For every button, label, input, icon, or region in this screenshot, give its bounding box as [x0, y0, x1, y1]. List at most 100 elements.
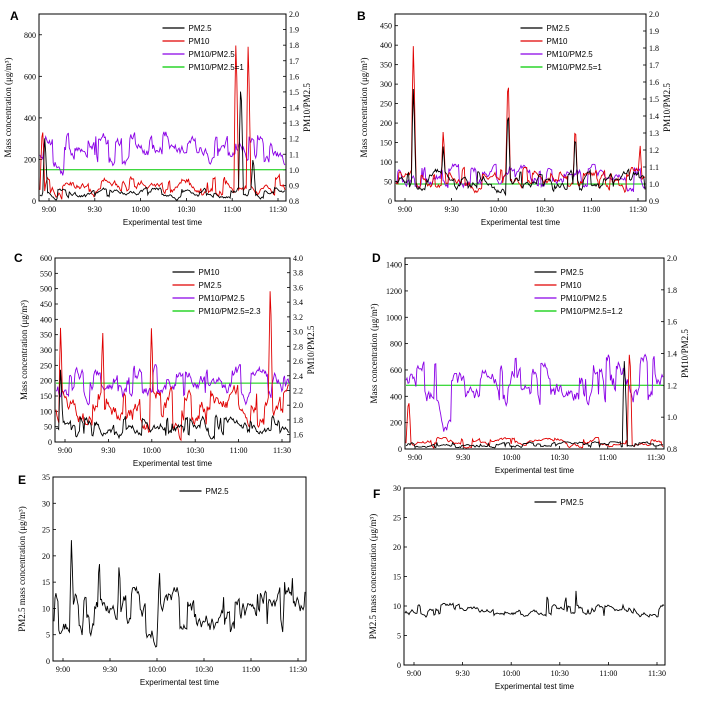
- y-tick-label: 15: [42, 578, 50, 587]
- y-tick-label: 200: [40, 377, 52, 386]
- y2-tick-label: 1.9: [289, 26, 299, 35]
- chart-panel-a: A 0 200 400 600 800 0.8 0.9 1.0 1.1 1.2 1.3 1.4 1.5 1.…: [3, 9, 312, 227]
- y-tick-label: 600: [40, 254, 52, 263]
- legend-label: PM10/PM2.5=1: [189, 63, 245, 72]
- y-tick-label: 0: [398, 445, 402, 454]
- legend-label: PM10: [561, 281, 582, 290]
- plot-frame: [404, 257, 665, 450]
- x-tick-label: 11:30: [629, 205, 647, 214]
- chart-panel-d: D 0 200 400 600 800 1000 1200 1400 0.8 1.0 1.2 1.4 1.…: [369, 251, 690, 475]
- x-tick-label: 9:30: [444, 205, 458, 214]
- y2-tick-label: 1.0: [649, 180, 659, 189]
- y2-axis-label: PM10/PM2.5: [680, 329, 690, 378]
- y-tick-label: 5: [46, 631, 50, 640]
- y-axis-label: Mass concentration (μg/m³): [19, 300, 29, 400]
- plot-frame: [403, 487, 666, 666]
- y-tick-label: 450: [380, 22, 392, 31]
- y2-tick-label: 1.4: [667, 350, 677, 359]
- y2-axis-label: PM10/PM2.5: [306, 325, 316, 374]
- x-tick-label: 9:30: [88, 205, 102, 214]
- x-tick-label: 10:30: [536, 205, 554, 214]
- y2-tick-label: 1.0: [289, 166, 299, 175]
- y2-tick-label: 1.9: [649, 27, 659, 36]
- y-tick-label: 0: [32, 197, 36, 206]
- y2-tick-label: 2.2: [293, 386, 303, 395]
- x-tick-label: 11:30: [648, 669, 666, 678]
- x-tick-label: 10:30: [177, 205, 195, 214]
- chart-panel-b: B 0 50 100 150 200 250 300 350 400 450 0.9 1.0 1.1 1.2…: [357, 9, 672, 227]
- x-tick-label: 11:00: [223, 205, 241, 214]
- legend-label: PM2.5: [547, 24, 571, 33]
- y2-tick-label: 2.0: [293, 401, 303, 410]
- panel-label: E: [18, 473, 26, 487]
- x-axis-label: Experimental test time: [495, 466, 575, 475]
- y-tick-label: 1000: [386, 313, 402, 322]
- y2-tick-label: 3.4: [293, 298, 303, 307]
- y2-tick-label: 1.6: [667, 318, 677, 327]
- y-tick-label: 350: [380, 61, 392, 70]
- series-line-pm10: [55, 369, 290, 441]
- legend-label: PM10: [189, 37, 210, 46]
- series-line-pm10-pm2-5: [55, 364, 290, 406]
- plot-frame: [38, 13, 287, 202]
- y-tick-label: 600: [390, 366, 402, 375]
- legend-label: PM2.5: [189, 24, 213, 33]
- x-tick-label: 9:30: [103, 665, 117, 674]
- y-tick-label: 100: [40, 407, 52, 416]
- x-tick-label: 9:00: [58, 446, 72, 455]
- chart-panel-e: E 0 5 10 15 20 25 30 35 9:00 9:30 10:00 10:30 11:00 11…: [17, 473, 307, 687]
- y2-tick-label: 1.8: [289, 41, 299, 50]
- y-axis-label: Mass concentration (μg/m³): [3, 57, 13, 157]
- y-tick-label: 300: [40, 346, 52, 355]
- x-tick-label: 9:00: [56, 665, 70, 674]
- y2-tick-label: 3.8: [293, 269, 303, 278]
- series-line-pm10: [39, 45, 286, 200]
- y2-tick-label: 0.8: [289, 197, 299, 206]
- y-tick-label: 400: [24, 114, 36, 123]
- chart-panel-f: F 0 5 10 15 20 25 30 9:00 9:30 10:00 10:30 11:00 11:3…: [368, 484, 666, 691]
- y-tick-label: 100: [380, 158, 392, 167]
- y-axis-label: PM2.5 mass concentration (μg/m³): [17, 506, 27, 632]
- y-tick-label: 200: [380, 119, 392, 128]
- x-tick-label: 11:30: [269, 205, 287, 214]
- series-line-pm10: [405, 354, 664, 449]
- x-tick-label: 11:30: [289, 665, 307, 674]
- x-axis-label: Experimental test time: [133, 459, 213, 468]
- x-tick-label: 10:30: [550, 453, 568, 462]
- series-line-pm2-5: [405, 361, 664, 449]
- x-tick-label: 9:00: [42, 205, 56, 214]
- y-tick-label: 200: [390, 419, 402, 428]
- y-tick-label: 20: [42, 552, 50, 561]
- y-tick-label: 0: [48, 438, 52, 447]
- x-tick-label: 11:00: [599, 669, 617, 678]
- panel-label: B: [357, 9, 366, 23]
- legend-label: PM10: [547, 37, 568, 46]
- x-tick-label: 9:30: [455, 669, 469, 678]
- series-line-pm10: [395, 46, 646, 194]
- y-tick-label: 30: [393, 484, 401, 493]
- x-tick-label: 10:00: [502, 453, 520, 462]
- y2-tick-label: 1.8: [667, 286, 677, 295]
- x-axis-label: Experimental test time: [495, 682, 575, 691]
- x-tick-label: 10:30: [186, 446, 204, 455]
- y-tick-label: 350: [40, 331, 52, 340]
- y2-tick-label: 2.4: [293, 372, 303, 381]
- y2-tick-label: 2.0: [667, 254, 677, 263]
- y-tick-label: 0: [388, 197, 392, 206]
- y2-tick-label: 1.5: [649, 95, 659, 104]
- x-tick-label: 11:30: [273, 446, 291, 455]
- y-tick-label: 1400: [386, 261, 402, 270]
- chart-panel-c: C 0 50 100 150 200 250 300 350 400 450 500 550 600 1.6…: [14, 251, 316, 468]
- x-tick-label: 9:00: [408, 453, 422, 462]
- y2-tick-label: 1.6: [293, 431, 303, 440]
- x-axis-label: Experimental test time: [123, 218, 203, 227]
- y-tick-label: 0: [397, 661, 401, 670]
- y-tick-label: 5: [397, 632, 401, 641]
- y-axis-label: Mass concentration (μg/m³): [359, 57, 369, 157]
- plot-frame: [394, 13, 647, 202]
- y-tick-label: 35: [42, 473, 50, 482]
- y-tick-label: 1200: [386, 287, 402, 296]
- panel-label: A: [10, 9, 19, 23]
- series-line-pm2-5: [395, 88, 646, 197]
- y2-axis-label: PM10/PM2.5: [302, 83, 312, 132]
